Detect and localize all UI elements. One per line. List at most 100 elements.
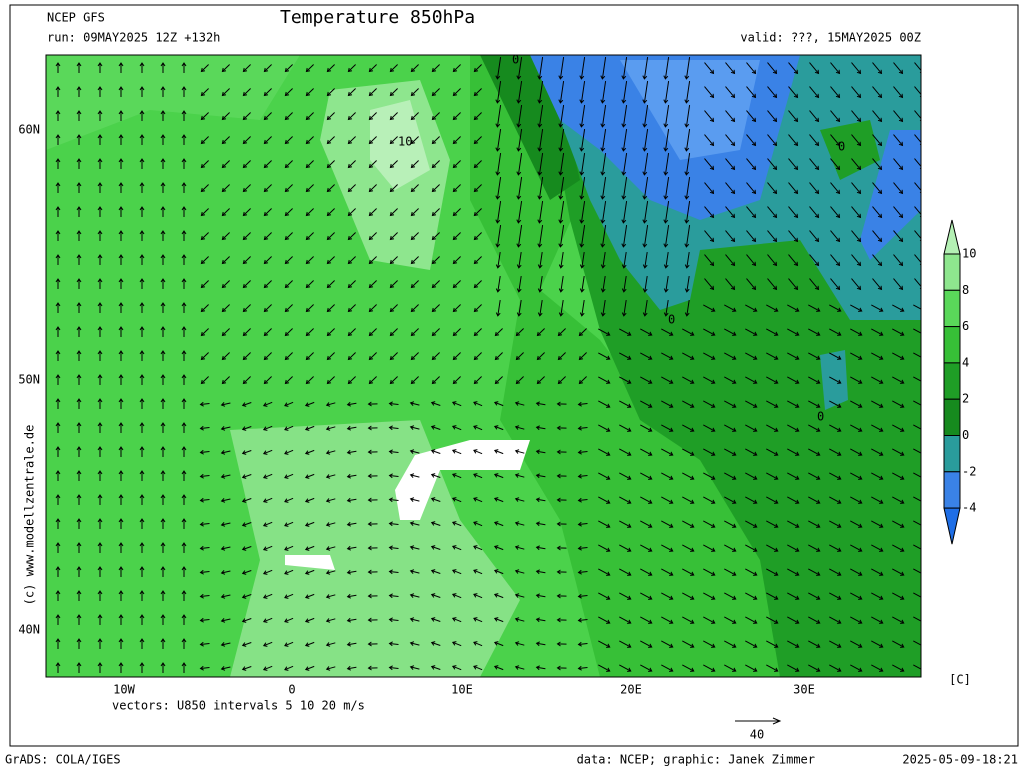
wind-arrow	[725, 158, 736, 171]
wind-arrow	[684, 177, 691, 200]
wind-arrow	[600, 252, 606, 269]
wind-arrow	[914, 134, 921, 146]
wind-arrow	[389, 136, 398, 145]
wind-arrow	[326, 88, 335, 97]
wind-arrow	[914, 158, 921, 170]
wind-arrow	[221, 184, 230, 193]
wind-arrow	[241, 666, 252, 671]
wind-arrow	[745, 544, 758, 552]
wind-arrow	[305, 112, 314, 121]
wind-arrow	[642, 276, 648, 293]
wind-arrow	[347, 304, 356, 313]
wind-arrow	[684, 201, 691, 224]
wind-arrow	[788, 206, 799, 219]
credits: data: NCEP; graphic: Janek Zimmer	[577, 753, 815, 767]
wind-arrow	[389, 160, 398, 169]
wind-arrow	[325, 450, 336, 455]
wind-arrow	[850, 472, 863, 480]
wind-arrow	[537, 81, 544, 104]
wind-arrow	[830, 254, 841, 267]
wind-arrow	[325, 594, 336, 599]
wind-arrow	[220, 498, 231, 503]
wind-arrow	[160, 590, 166, 601]
wind-arrow	[118, 350, 124, 361]
wind-arrow	[304, 593, 315, 599]
wind-arrow	[262, 401, 273, 407]
wind-arrow	[619, 496, 632, 504]
wind-arrow	[703, 352, 716, 360]
wind-arrow	[663, 129, 670, 152]
wind-arrow	[160, 350, 166, 361]
wind-arrow	[199, 425, 210, 431]
wind-arrow	[346, 425, 357, 431]
wind-arrow	[808, 520, 821, 528]
wind-arrow	[97, 566, 103, 577]
wind-arrow	[871, 472, 884, 480]
wind-arrow	[118, 182, 124, 193]
wind-arrow	[304, 617, 315, 623]
wind-arrow	[682, 592, 695, 600]
wind-arrow	[558, 276, 564, 293]
wind-arrow	[118, 158, 124, 169]
wind-arrow	[577, 449, 588, 455]
wind-arrow	[347, 256, 356, 265]
wind-arrow	[808, 568, 821, 576]
wind-arrow	[304, 473, 315, 479]
wind-arrow	[118, 302, 124, 313]
wind-arrow	[661, 448, 674, 456]
wind-arrow	[139, 230, 145, 241]
wind-arrow	[682, 448, 695, 456]
wind-arrow	[409, 569, 420, 574]
wind-arrow	[347, 88, 356, 97]
wind-arrow	[558, 300, 564, 317]
wind-arrow	[913, 400, 921, 406]
wind-arrow	[241, 594, 252, 599]
wind-arrow	[284, 593, 294, 599]
wind-arrow	[76, 566, 82, 577]
wind-arrow	[221, 328, 230, 337]
wind-arrow	[535, 617, 546, 623]
wind-arrow	[304, 665, 315, 671]
wind-arrow	[724, 616, 737, 624]
wind-arrow	[661, 472, 674, 480]
wind-arrow	[242, 256, 251, 265]
wind-arrow	[871, 352, 884, 360]
wind-arrow	[97, 278, 103, 289]
wind-arrow	[684, 81, 691, 104]
wind-arrow	[745, 664, 758, 672]
wind-arrow	[284, 160, 293, 169]
wind-arrow	[871, 400, 884, 408]
wind-arrow	[537, 201, 544, 224]
wind-arrow	[787, 496, 800, 504]
wind-arrow	[452, 64, 461, 73]
wind-arrow	[160, 518, 166, 529]
wind-arrow	[745, 472, 758, 480]
wind-arrow	[76, 278, 82, 289]
wind-arrow	[893, 206, 904, 219]
wind-arrow	[473, 425, 483, 431]
wind-arrow	[703, 448, 716, 456]
wind-arrow	[181, 662, 187, 673]
wind-arrow	[829, 520, 842, 528]
lat-label: 40N	[18, 623, 40, 637]
wind-arrow	[139, 662, 145, 673]
wind-arrow	[410, 304, 419, 313]
wind-arrow	[263, 136, 272, 145]
wind-arrow	[684, 252, 690, 269]
wind-arrow	[451, 545, 462, 551]
wind-arrow	[516, 201, 523, 224]
wind-arrow	[871, 448, 884, 456]
wind-arrow	[409, 497, 420, 502]
wind-arrow	[724, 664, 737, 672]
wind-arrow	[788, 110, 799, 123]
wind-arrow	[452, 136, 461, 145]
wind-arrow	[160, 134, 166, 145]
wind-arrow	[305, 304, 314, 313]
wind-arrow	[451, 593, 462, 599]
wind-arrow	[326, 376, 335, 385]
wind-arrow	[200, 376, 209, 385]
wind-arrow	[241, 498, 252, 503]
wind-arrow	[346, 497, 357, 503]
wind-arrow	[829, 664, 842, 672]
